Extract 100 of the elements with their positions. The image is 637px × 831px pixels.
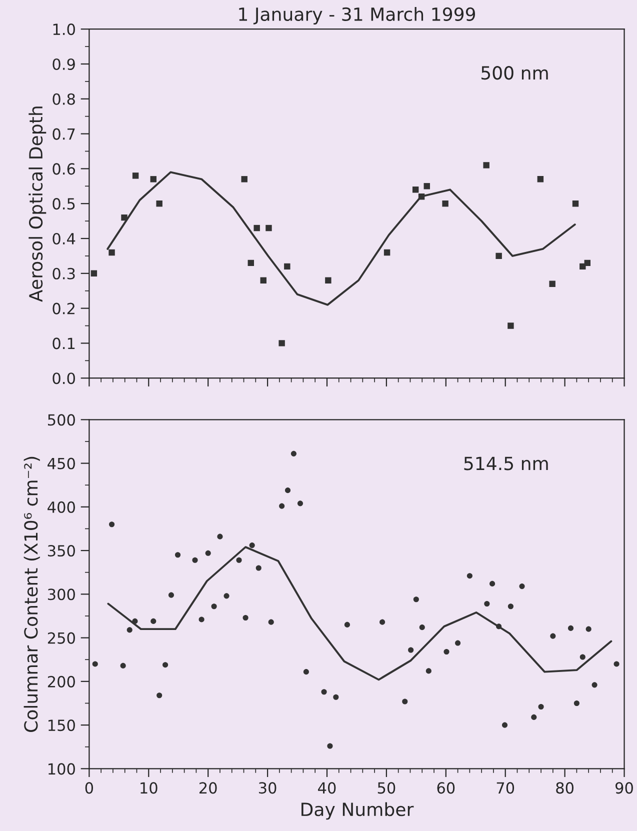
point: [266, 224, 272, 232]
point: [419, 624, 425, 630]
point: [217, 534, 223, 540]
point: [168, 592, 174, 598]
point: [211, 604, 217, 610]
point: [444, 648, 450, 655]
annotation: 514.5 nm: [464, 456, 548, 470]
point: [297, 500, 304, 506]
point: [254, 224, 260, 232]
point: [132, 172, 139, 179]
y-tick-label: 300: [48, 588, 75, 600]
point: [424, 183, 430, 190]
y-tick-label: 0.4: [52, 232, 76, 245]
point: [108, 522, 115, 528]
y-tick-label: 0.1: [52, 338, 75, 350]
point: [224, 593, 230, 599]
point: [384, 249, 390, 256]
point: [568, 625, 574, 631]
line-series: [106, 171, 576, 306]
point: [519, 584, 525, 590]
y-tick-label: 450: [48, 458, 75, 470]
line-series: [107, 546, 612, 681]
point: [614, 661, 620, 667]
point: [248, 260, 254, 266]
y-tick-label: 150: [48, 720, 75, 732]
point: [412, 186, 419, 193]
point: [290, 450, 296, 456]
point: [321, 689, 327, 695]
y-tick-label: 0.7: [52, 128, 75, 140]
point: [108, 249, 115, 256]
x-axis-title: Day Number: [302, 802, 414, 820]
point: [426, 668, 432, 674]
point: [205, 550, 211, 556]
y-tick-label: 500: [48, 414, 75, 426]
point: [284, 263, 290, 270]
point: [242, 614, 248, 620]
chart-title: 1 January - 31 March 1999: [239, 7, 476, 25]
x-tick-label: 90: [616, 782, 633, 794]
point: [174, 552, 181, 558]
x-tick-label: 10: [140, 782, 158, 794]
y-tick-label: 0.6: [52, 163, 76, 175]
point: [150, 176, 156, 182]
point: [327, 743, 333, 749]
annotation: 500 nm: [482, 66, 548, 80]
point: [303, 669, 309, 675]
point: [236, 557, 242, 563]
point: [120, 662, 126, 668]
point: [121, 214, 128, 221]
point: [162, 662, 168, 668]
point: [333, 694, 339, 700]
point: [574, 700, 580, 706]
point: [284, 488, 291, 494]
point: [549, 280, 556, 287]
point: [502, 722, 508, 728]
x-tick-label: 80: [556, 782, 574, 794]
y-tick-label: 1.0: [53, 24, 75, 36]
point: [90, 270, 98, 277]
point: [586, 626, 592, 632]
point: [592, 682, 598, 688]
point: [325, 277, 332, 284]
x-tick-label: 50: [378, 782, 396, 794]
point: [455, 640, 461, 646]
y-tick-label: 400: [48, 501, 75, 513]
y-tick-label: 100: [48, 763, 75, 775]
point: [260, 277, 266, 284]
point: [489, 580, 496, 586]
point: [256, 565, 262, 571]
point: [92, 661, 98, 667]
y-tick-label: 250: [48, 632, 75, 644]
y-tick-label: 0.0: [52, 372, 75, 384]
y-tick-label: 200: [48, 676, 75, 688]
point: [192, 557, 198, 563]
point: [241, 176, 248, 182]
x-tick-label: 0: [85, 782, 94, 794]
y-tick-label: 0.2: [52, 302, 74, 314]
point: [198, 616, 204, 622]
point: [150, 618, 156, 624]
y-axis-title: Aerosol Optical Depth: [28, 106, 46, 302]
y-tick-label: 0.3: [52, 268, 75, 280]
point: [278, 340, 285, 346]
point: [496, 252, 502, 260]
point: [508, 604, 514, 610]
x-tick-label: 30: [258, 782, 276, 794]
point: [126, 627, 132, 633]
y-tick-label: 350: [48, 545, 75, 557]
y-tick-label: 0.8: [52, 93, 75, 105]
point: [156, 692, 162, 698]
point: [580, 654, 586, 660]
x-tick-label: 20: [199, 782, 217, 794]
point: [413, 596, 419, 602]
point: [483, 162, 490, 168]
point: [484, 600, 490, 607]
point: [279, 503, 285, 509]
point: [249, 542, 255, 548]
point: [584, 260, 591, 266]
y-axis-title: Columnar Content (X10⁶ cm⁻²): [24, 456, 40, 732]
y-tick-label: 0.9: [52, 58, 75, 70]
point: [408, 647, 414, 653]
point: [537, 176, 544, 182]
point: [402, 698, 408, 704]
